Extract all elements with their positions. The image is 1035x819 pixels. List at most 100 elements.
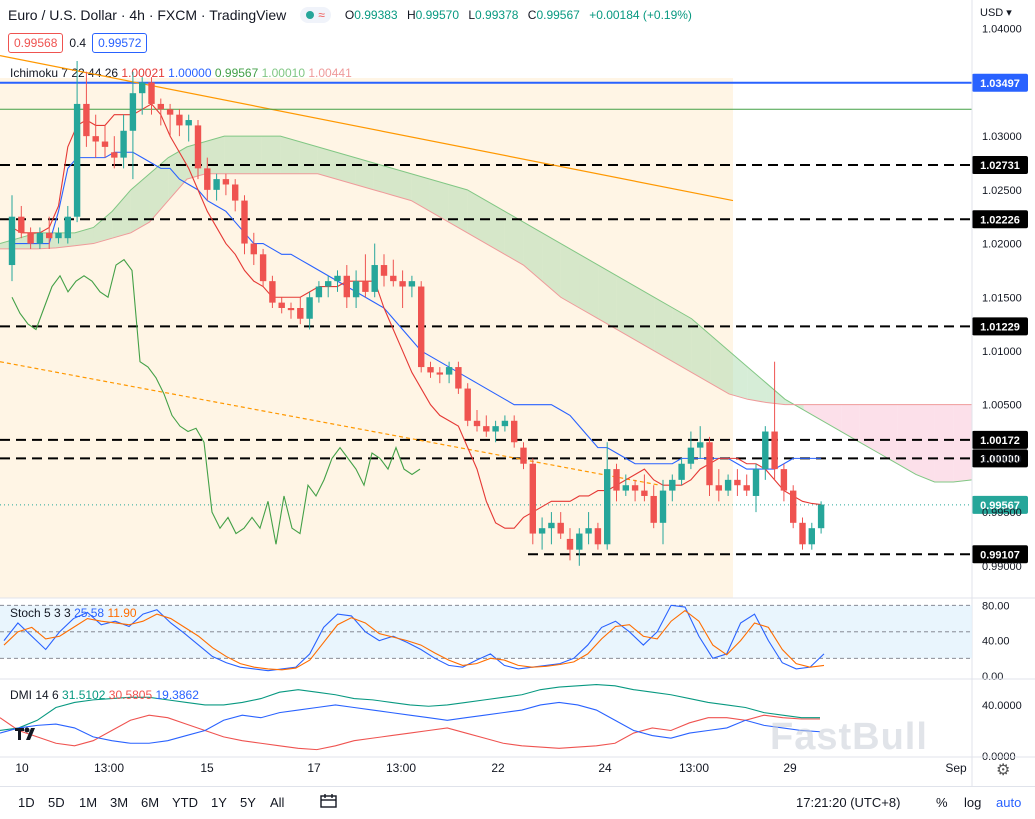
candle-body (232, 184, 239, 201)
ichimoku-cloud-segment (504, 211, 524, 266)
price-tick-label: 1.01500 (982, 292, 1022, 304)
kijun-line (12, 151, 822, 470)
dmi-plus-value: 30.5805 (108, 688, 153, 702)
timeframe-ytd-button[interactable]: YTD (172, 795, 198, 810)
ichimoku-legend[interactable]: Ichimoku 7 22 44 26 1.00021 1.00000 0.99… (10, 66, 352, 80)
candle-body (111, 152, 118, 158)
low-value: 0.99378 (475, 8, 519, 22)
bottom-toolbar: 1D 5D 1M 3M 6M YTD 1Y 5Y All 17:21:20 (U… (0, 786, 1035, 819)
dmi-legend[interactable]: DMI 14 6 31.5102 30.5805 19.3862 (10, 688, 199, 702)
candle-body (399, 281, 406, 287)
candle-body (120, 130, 127, 158)
ichimoku-cloud-segment (934, 404, 954, 482)
candle-body (585, 528, 592, 534)
level-label-text: 1.00000 (980, 453, 1020, 465)
buy-price-button[interactable]: 0.99572 (92, 33, 148, 53)
time-tick-label: 29 (783, 761, 797, 775)
candle-body (715, 485, 722, 491)
ichimoku-cloud-segment (429, 179, 449, 223)
candle-body (352, 281, 360, 298)
timeframe-3m-button[interactable]: 3M (110, 795, 129, 810)
dmi-minus-value: 19.3862 (155, 688, 199, 702)
symbol-title[interactable]: Euro / U.S. Dollar · 4h · FXCM · Trading… (8, 7, 287, 23)
candle-body (8, 216, 16, 266)
candle-body (697, 442, 704, 448)
ichimoku-cloud-segment (411, 173, 430, 212)
price-tick-label: 0.99500 (982, 507, 1022, 519)
candle-body (129, 93, 137, 131)
candle-body (418, 286, 425, 368)
clock-timezone[interactable]: 17:21:20 (UTC+8) (796, 795, 901, 810)
ichimoku-cloud-segment (448, 184, 468, 233)
ichimoku-cloud-segment (616, 275, 636, 341)
market-status-badge[interactable]: ≈ (300, 7, 331, 23)
price-tick-label: 1.04000 (982, 24, 1022, 36)
candle-body (538, 528, 546, 534)
candle-body (18, 216, 25, 233)
timeframe-5d-button[interactable]: 5D (48, 795, 65, 810)
date-range-calendar-icon[interactable] (320, 793, 338, 812)
candle-body (241, 200, 248, 244)
timeframe-1d-button[interactable]: 1D (18, 795, 35, 810)
price-tick-label: 1.00500 (982, 400, 1022, 412)
ichimoku-cloud-segment (317, 146, 337, 180)
tradingview-logo-icon[interactable] (14, 726, 38, 747)
timeframe-1m-button[interactable]: 1M (79, 795, 98, 810)
level-label-text: 1.02731 (980, 160, 1020, 172)
candle-body (492, 426, 499, 432)
timeframe-5y-button[interactable]: 5Y (240, 795, 256, 810)
ichimoku-cloud-segment (130, 173, 150, 233)
auto-scale-button[interactable]: auto (996, 795, 1022, 810)
time-tick-label: Sep (945, 761, 967, 775)
candle-body (408, 281, 416, 287)
ichimoku-cloud-segment (336, 152, 356, 185)
candle-body (194, 125, 202, 169)
candle-body (166, 109, 174, 115)
log-scale-button[interactable]: log (964, 795, 982, 810)
price-tick-label: 1.00000 (982, 453, 1022, 465)
senkou-b-line (0, 173, 972, 406)
timeframe-all-button[interactable]: All (270, 795, 285, 810)
dmi-label: DMI 14 6 (10, 688, 59, 702)
sell-price-button[interactable]: 0.99568 (8, 33, 64, 53)
price-tick-label: 1.02000 (982, 239, 1022, 251)
candle-body (464, 388, 471, 421)
candle-body (678, 463, 685, 480)
timeframe-6m-button[interactable]: 6M (141, 795, 160, 810)
candle-body (706, 442, 713, 486)
ichimoku-cloud-segment (205, 136, 225, 174)
level-label-text: 1.01229 (980, 321, 1020, 333)
level-label-box (972, 317, 1028, 336)
ichimoku-cloud-segment (579, 254, 599, 319)
candle-body (148, 82, 155, 104)
ichimoku-cloud-segment (654, 297, 673, 362)
candle-body (734, 479, 741, 486)
candle-body (808, 528, 815, 545)
stoch-legend[interactable]: Stoch 5 3 3 25.58 11.90 (10, 606, 137, 620)
candle-body (334, 275, 341, 282)
chart-header: Euro / U.S. Dollar · 4h · FXCM · Trading… (8, 7, 698, 23)
candle-body (799, 522, 806, 545)
candle-body (250, 243, 257, 255)
percent-scale-button[interactable]: % (936, 795, 948, 810)
currency-selector[interactable]: USD ▾ (980, 7, 1012, 19)
candle-body (139, 82, 146, 94)
candle-body (427, 367, 434, 373)
ichimoku-cloud-segment (542, 232, 561, 298)
ohlc-readout: O0.99383 H0.99570 L0.99378 C0.99567 +0.0… (344, 8, 692, 22)
candle-body (483, 426, 490, 432)
timeframe-1y-button[interactable]: 1Y (211, 795, 227, 810)
ichimoku-cloud-segment (486, 200, 505, 255)
time-tick-label: 22 (491, 761, 505, 775)
candle-body (650, 495, 657, 523)
ichimoku-cloud-segment (915, 404, 935, 482)
candle-body (259, 254, 267, 282)
ichimoku-label: Ichimoku 7 22 44 26 (10, 66, 119, 80)
time-tick-label: 10 (15, 761, 29, 775)
candle-body (287, 308, 295, 311)
price-chart[interactable]: 1.03497 1.02731 1.02226 1.01229 1.00172 1.000… (0, 0, 1035, 786)
candle-body (185, 120, 192, 126)
candle-body (604, 469, 611, 545)
chart-settings-gear-icon[interactable]: ⚙ (996, 762, 1011, 779)
dmi-tick-label: 40.0000 (982, 700, 1022, 712)
